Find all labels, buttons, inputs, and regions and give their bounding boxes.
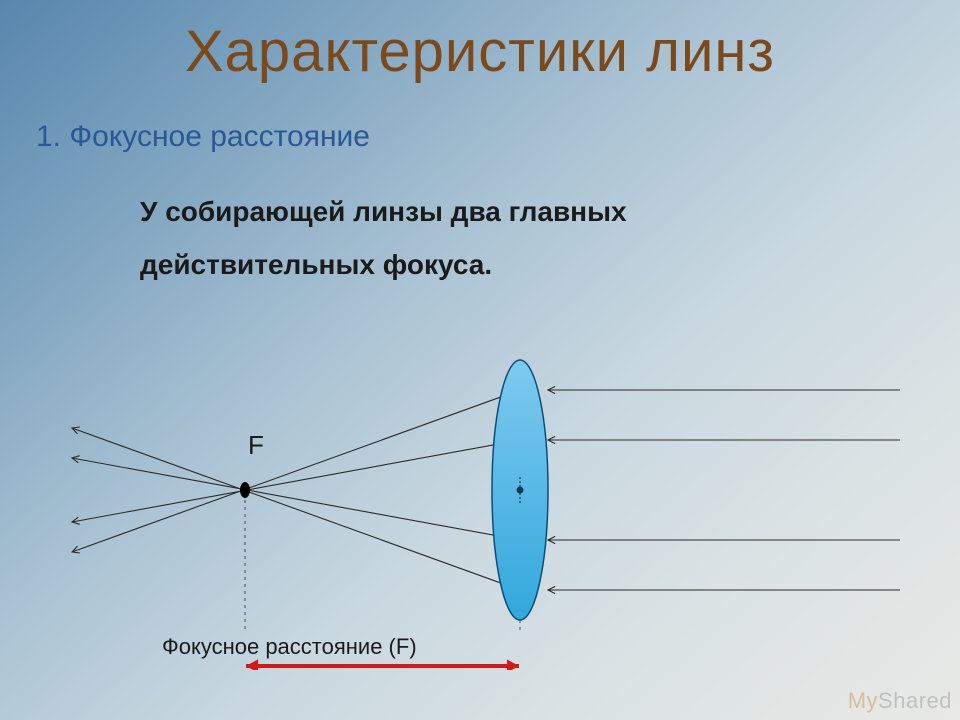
body-line-1: У собирающей линзы два главных [140,196,627,227]
lens-svg [60,330,900,670]
slide-title: Характеристики линз [0,18,960,85]
focal-length-caption: Фокусное расстояние (F) [162,634,417,660]
lens-diagram: F Фокусное расстояние (F) [60,330,900,670]
watermark-rest: Shared [878,688,952,713]
focal-point-label: F [248,430,264,461]
body-line-2: действительных фокуса. [140,249,492,280]
slide-subtitle: 1. Фокусное расстояние [36,120,370,154]
watermark: MyShared [848,688,952,714]
watermark-my: My [848,688,878,713]
body-text: У собирающей линзы два главных действите… [140,185,860,291]
